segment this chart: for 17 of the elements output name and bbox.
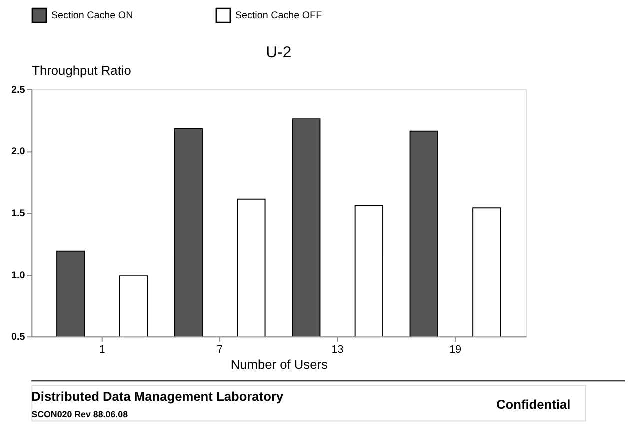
y-tick-label: 1.0	[11, 270, 26, 282]
x-axis-title: Number of Users	[230, 356, 328, 372]
x-tick-label: 19	[449, 344, 462, 356]
x-tick-label: 7	[217, 344, 224, 356]
text: SCON020 Rev 88.06.08	[32, 410, 128, 420]
y-tick-label: 1.5	[11, 208, 26, 220]
x-tick-label: 1	[99, 344, 106, 356]
y-tick-label: 2.5	[11, 84, 26, 96]
x-tick-label: 13	[332, 344, 344, 356]
legend-label: Section Cache ON	[51, 10, 134, 22]
y-tick-label: 2.0	[11, 146, 26, 158]
legend-label: Section Cache OFF	[235, 10, 322, 22]
text: Distributed Data Management Laboratory	[32, 388, 284, 404]
text: Confidential	[496, 396, 571, 412]
y-axis-title: Throughput Ratio	[32, 63, 132, 78]
chart-title: U-2	[266, 44, 292, 62]
y-tick-label: 0.5	[11, 332, 26, 344]
